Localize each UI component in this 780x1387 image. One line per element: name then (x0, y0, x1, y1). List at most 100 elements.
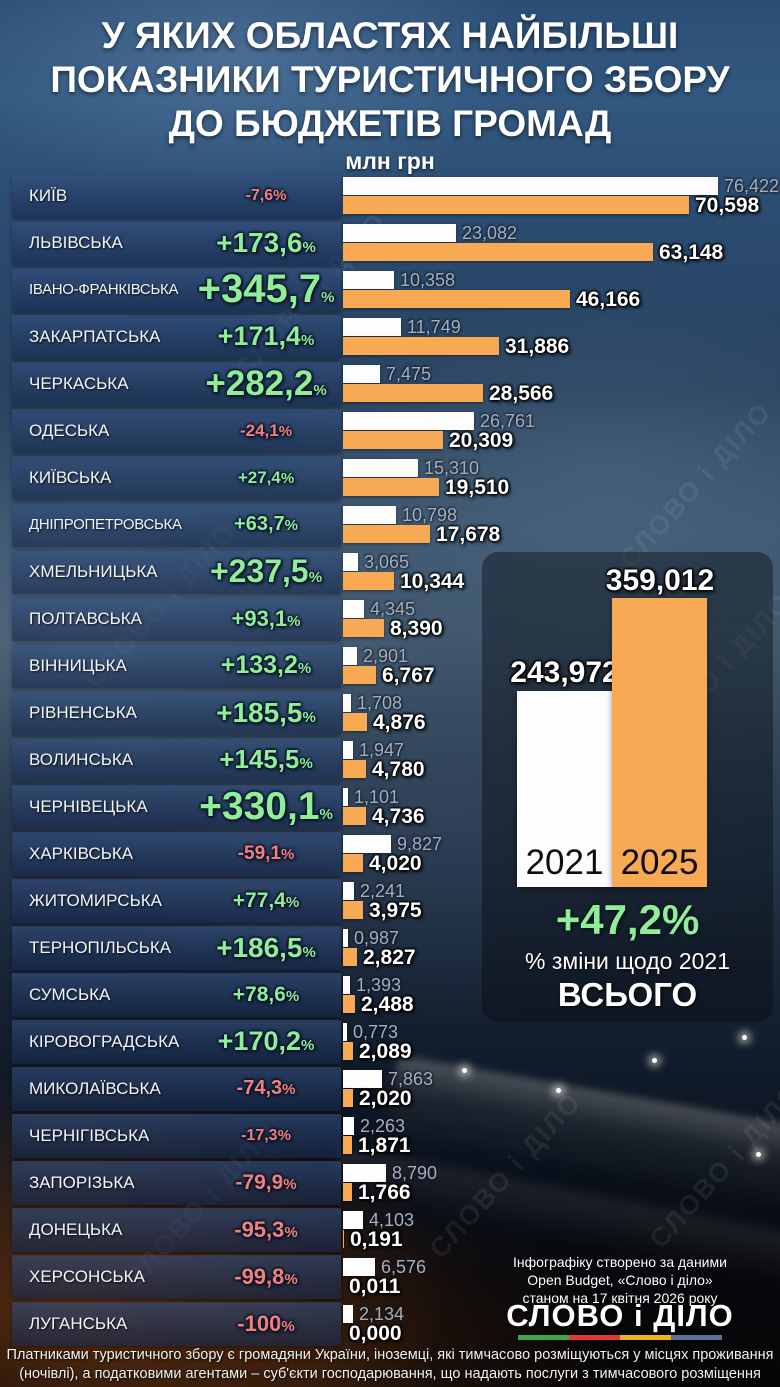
bar-2021 (343, 600, 364, 618)
region-plate (12, 597, 341, 641)
value-2025: 2,488 (361, 993, 414, 1016)
logo-underline-segment (518, 1335, 569, 1340)
region-row: ДОНЕЦЬКА -95,3% 4,103 0,191 (0, 1206, 780, 1253)
region-change-pct: +173,6% (216, 227, 316, 258)
bar-2021 (343, 1117, 354, 1135)
region-plate (12, 926, 341, 970)
region-change-pct: +77,4% (232, 889, 300, 912)
value-2025: 28,566 (489, 382, 554, 405)
percent-sign: % (283, 1176, 297, 1193)
credit-line-1: Інфографіку створено за даними (513, 1254, 727, 1270)
region-plate (12, 832, 341, 876)
region-change-pct: +282,2% (205, 364, 327, 403)
bar-2025 (343, 901, 363, 919)
region-plate (12, 1114, 341, 1158)
region-plate (12, 1208, 341, 1252)
region-name: ЛЬВІВСЬКА (29, 233, 123, 252)
region-plate (12, 738, 341, 782)
region-row: ЧЕРКАСЬКА +282,2% 7,475 28,566 (0, 360, 780, 407)
value-2025: 0,011 (349, 1275, 401, 1298)
title-line-1: У ЯКИХ ОБЛАСТЯХ НАЙБІЛЬШІ (101, 15, 679, 56)
percent-sign: % (273, 187, 287, 204)
percent-sign: % (321, 289, 335, 306)
value-2025: 0,000 (349, 1322, 402, 1345)
value-2021: 1,393 (356, 975, 402, 995)
bar-2021 (343, 1305, 353, 1323)
summary-value-2025: 359,012 (605, 564, 715, 597)
bar-2021 (343, 553, 358, 571)
bar-2021 (343, 976, 350, 994)
value-2021: 10,358 (400, 270, 456, 290)
region-name: КИЇВ (29, 186, 68, 205)
region-name: ТЕРНОПІЛЬСЬКА (29, 938, 172, 957)
bar-2025 (343, 1089, 353, 1107)
region-name: ХАРКІВСЬКА (29, 844, 134, 863)
bar-2025 (343, 243, 653, 261)
bar-2025 (343, 478, 439, 496)
bar-2025 (343, 948, 357, 966)
region-row: ВОЛИНСЬКА +145,5% 1,947 4,780 (0, 736, 780, 783)
region-change-pct: -100% (237, 1311, 295, 1336)
region-change-pct: -74,3% (236, 1077, 296, 1099)
region-name: РІВНЕНСЬКА (29, 703, 137, 722)
summary-panel: 359,012 243,972 2021 2025 +47,2% % зміни… (482, 552, 773, 1022)
background-lamp-light (756, 1152, 761, 1157)
value-2021: 2,241 (360, 881, 406, 901)
logo-underline-segment (620, 1335, 671, 1340)
value-2021: 2,134 (359, 1304, 405, 1324)
region-change-pct: -59,1% (237, 843, 295, 864)
value-2021: 3,065 (364, 552, 410, 572)
logo-underline-segment (671, 1335, 722, 1340)
bar-2021 (343, 412, 474, 430)
region-row: ХЕРСОНСЬКА -99,8% 6,576 0,011 (0, 1253, 780, 1300)
credit-line-2: Open Budget, «Слово і діло» (527, 1272, 713, 1288)
region-plate (12, 1255, 341, 1299)
region-change-pct: -79,9% (235, 1171, 297, 1194)
value-2021: 9,827 (397, 834, 443, 854)
logo-text: СЛОВО і ДІЛО (506, 1298, 734, 1333)
bar-2025 (343, 1136, 352, 1154)
percent-sign: % (284, 1224, 298, 1241)
value-2025: 17,678 (436, 523, 501, 546)
region-change-pct: +345,7% (197, 267, 335, 311)
region-plate (12, 503, 341, 547)
bar-2025 (343, 619, 384, 637)
percent-sign: % (282, 1081, 296, 1098)
logo-underline (518, 1335, 722, 1340)
bar-2025 (343, 995, 355, 1013)
bar-2021 (343, 224, 456, 242)
bar-2021 (343, 835, 391, 853)
region-row: ДНІПРОПЕТРОВСЬКА +63,7% 10,798 17,678 (0, 501, 780, 548)
bar-2021 (343, 318, 401, 336)
region-row: ЗАПОРІЗЬКА -79,9% 8,790 1,766 (0, 1159, 780, 1206)
region-plate (12, 691, 341, 735)
bar-2025 (343, 713, 367, 731)
region-plate (12, 785, 341, 829)
region-row: ХАРКІВСЬКА -59,1% 9,827 4,020 (0, 830, 780, 877)
region-name: ЛУГАНСЬКА (29, 1314, 128, 1333)
bar-2025 (343, 760, 366, 778)
bar-2021 (343, 365, 380, 383)
bar-2021 (343, 459, 418, 477)
region-name: ХЕРСОНСЬКА (29, 1267, 145, 1286)
value-2025: 19,510 (445, 476, 510, 499)
region-row: ЧЕРНІВЕЦЬКА +330,1% 1,101 4,736 (0, 783, 780, 830)
summary-year-2021: 2021 (525, 843, 604, 882)
value-2025: 0,191 (350, 1228, 403, 1251)
bar-2021 (343, 882, 354, 900)
slovoidilo-logo: СЛОВО і ДІЛО (462, 1298, 778, 1340)
value-2021: 15,310 (424, 458, 480, 478)
value-2025: 70,598 (695, 194, 760, 217)
region-row: ВІННИЦЬКА +133,2% 2,901 6,767 (0, 642, 780, 689)
region-name: ДНІПРОПЕТРОВСЬКА (29, 516, 182, 533)
chart-unit-label: млн грн (345, 148, 435, 174)
value-2021: 11,749 (407, 317, 461, 337)
value-2025: 4,876 (373, 711, 426, 734)
region-name: ПОЛТАВСЬКА (29, 609, 143, 628)
percent-sign: % (285, 894, 300, 911)
region-plate (12, 362, 341, 406)
region-change-pct: +78,6% (232, 983, 300, 1006)
region-row: КИЇВ -7,6% 76,422 70,598 (0, 172, 780, 219)
region-change-pct: -99,8% (234, 1264, 298, 1289)
